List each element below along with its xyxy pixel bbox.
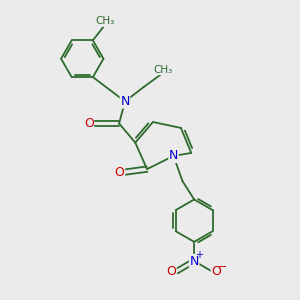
Text: O: O <box>115 166 124 178</box>
Text: O: O <box>166 265 176 278</box>
Text: N: N <box>190 254 199 268</box>
Text: N: N <box>120 95 130 108</box>
Text: CH₃: CH₃ <box>154 64 173 75</box>
Text: −: − <box>218 262 228 272</box>
Text: CH₃: CH₃ <box>95 16 114 26</box>
Text: O: O <box>84 117 94 130</box>
Text: O: O <box>211 265 221 278</box>
Text: +: + <box>196 250 203 260</box>
Text: N: N <box>169 149 178 162</box>
